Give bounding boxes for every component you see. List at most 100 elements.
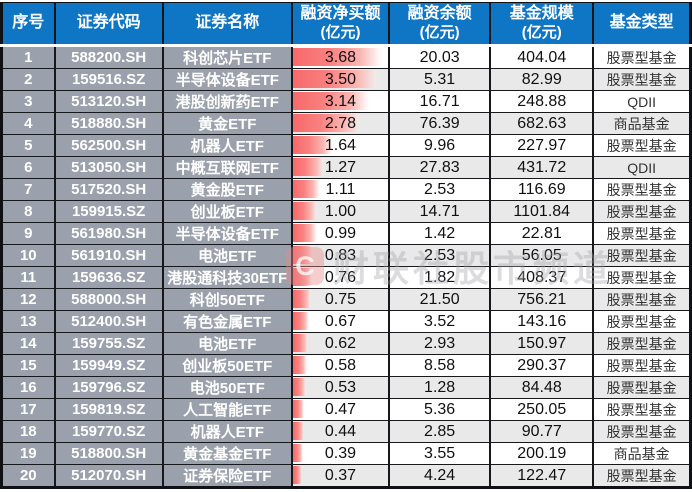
cell-name: 证券保险ETF — [162, 464, 293, 488]
cell-bal: 2.53 — [389, 178, 492, 201]
cell-code: 513120.SH — [54, 90, 164, 113]
cell-type: 股票型基金 — [593, 376, 691, 399]
cell-bal: 3.55 — [389, 442, 492, 465]
cell-net: 1.00 — [291, 200, 391, 223]
cell-code: 159819.SZ — [54, 398, 164, 421]
cell-name: 黄金股ETF — [162, 178, 293, 201]
cell-net: 1.27 — [291, 156, 391, 179]
cell-bal: 4.24 — [389, 464, 492, 488]
net-buy-databar — [292, 466, 303, 484]
cell-size: 143.16 — [490, 310, 595, 333]
net-buy-databar — [292, 114, 362, 132]
cell-idx: 5 — [1, 134, 56, 157]
cell-type: 股票型基金 — [593, 178, 691, 201]
cell-bal: 2.53 — [389, 244, 492, 267]
table-row: 14 159755.SZ 电池ETF 0.62 2.93 150.97 股票型基金 — [1, 332, 691, 355]
net-buy-databar — [292, 70, 379, 88]
cell-type: QDII — [593, 90, 691, 113]
cell-bal: 5.31 — [389, 68, 492, 91]
cell-name: 机器人ETF — [162, 134, 293, 157]
cell-size: 22.81 — [490, 222, 595, 245]
cell-type: 股票型基金 — [593, 45, 691, 69]
cell-net: 2.78 — [291, 112, 391, 135]
cell-net: 0.83 — [291, 244, 391, 267]
table-row: 19 518800.SH 黄金基金ETF 0.39 3.55 200.19 商品基金 — [1, 442, 691, 465]
cell-size: 290.37 — [490, 354, 595, 377]
cell-code: 159949.SZ — [54, 354, 164, 377]
cell-net: 3.68 — [291, 45, 391, 69]
cell-net: 0.58 — [291, 354, 391, 377]
cell-bal: 16.71 — [389, 90, 492, 113]
table-body: 1 588200.SH 科创芯片ETF 3.68 20.03 404.04 股票型基金 2 15… — [1, 45, 691, 488]
table-row: 13 512400.SH 有色金属ETF 0.67 3.52 143.16 股票型基金 — [1, 310, 691, 333]
cell-type: 股票型基金 — [593, 266, 691, 289]
net-buy-databar — [292, 48, 384, 66]
net-buy-databar — [292, 400, 305, 418]
cell-code: 561980.SH — [54, 222, 164, 245]
table-row: 4 518880.SH 黄金ETF 2.78 76.39 682.63 商品基金 — [1, 112, 691, 135]
table-row: 2 159516.SZ 半导体设备ETF 3.50 5.31 82.99 股票型基金 — [1, 68, 691, 91]
cell-type: QDII — [593, 156, 691, 179]
cell-size: 431.72 — [490, 156, 595, 179]
cell-type: 股票型基金 — [593, 310, 691, 333]
cell-idx: 15 — [1, 354, 56, 377]
cell-type: 股票型基金 — [593, 398, 691, 421]
cell-idx: 19 — [1, 442, 56, 465]
cell-code: 512070.SH — [54, 464, 164, 488]
cell-code: 588200.SH — [54, 45, 164, 69]
cell-net: 1.64 — [291, 134, 391, 157]
cell-bal: 14.71 — [389, 200, 492, 223]
cell-size: 248.88 — [490, 90, 595, 113]
cell-code: 588000.SH — [54, 288, 164, 311]
cell-size: 90.77 — [490, 420, 595, 443]
table-row: 5 562500.SH 机器人ETF 1.64 9.96 227.97 股票型基金 — [1, 134, 691, 157]
cell-type: 股票型基金 — [593, 354, 691, 377]
table-row: 15 159949.SZ 创业板50ETF 0.58 8.58 290.37 股票型基金 — [1, 354, 691, 377]
column-header-size: 基金规模 (亿元) — [490, 2, 595, 47]
cell-code: 517520.SH — [54, 178, 164, 201]
cell-idx: 12 — [1, 288, 56, 311]
column-header-type: 基金类型 — [593, 2, 691, 47]
cell-size: 122.47 — [490, 464, 595, 488]
cell-bal: 5.36 — [389, 398, 492, 421]
cell-code: 562500.SH — [54, 134, 164, 157]
table-row: 3 513120.SH 港股创新药ETF 3.14 16.71 248.88 QDII — [1, 90, 691, 113]
cell-net: 1.11 — [291, 178, 391, 201]
cell-bal: 2.85 — [389, 420, 492, 443]
table-row: 11 159636.SZ 港股通科技30ETF 0.76 1.82 408.37 股票型基金 — [1, 266, 691, 289]
cell-name: 创业板ETF — [162, 200, 293, 223]
cell-code: 512400.SH — [54, 310, 164, 333]
cell-bal: 21.50 — [389, 288, 492, 311]
cell-name: 有色金属ETF — [162, 310, 293, 333]
cell-bal: 27.83 — [389, 156, 492, 179]
net-buy-databar — [292, 158, 325, 176]
cell-name: 中概互联网ETF — [162, 156, 293, 179]
cell-idx: 9 — [1, 222, 56, 245]
cell-name: 机器人ETF — [162, 420, 293, 443]
cell-idx: 3 — [1, 90, 56, 113]
cell-bal: 3.52 — [389, 310, 492, 333]
cell-size: 150.97 — [490, 332, 595, 355]
cell-size: 56.05 — [490, 244, 595, 267]
cell-bal: 2.93 — [389, 332, 492, 355]
column-header-name: 证券名称 — [162, 2, 293, 47]
cell-code: 159755.SZ — [54, 332, 164, 355]
cell-bal: 1.82 — [389, 266, 492, 289]
cell-type: 股票型基金 — [593, 68, 691, 91]
cell-code: 518800.SH — [54, 442, 164, 465]
cell-code: 159636.SZ — [54, 266, 164, 289]
net-buy-databar — [292, 356, 308, 374]
cell-idx: 18 — [1, 420, 56, 443]
cell-size: 84.48 — [490, 376, 595, 399]
cell-code: 513050.SH — [54, 156, 164, 179]
net-buy-databar — [292, 312, 310, 330]
net-buy-databar — [292, 180, 321, 198]
cell-net: 0.75 — [291, 288, 391, 311]
cell-code: 159915.SZ — [54, 200, 164, 223]
cell-bal: 76.39 — [389, 112, 492, 135]
table-row: 16 159796.SZ 电池50ETF 0.53 1.28 84.48 股票型基金 — [1, 376, 691, 399]
cell-code: 518880.SH — [54, 112, 164, 135]
net-buy-databar — [292, 422, 304, 440]
cell-type: 商品基金 — [593, 112, 691, 135]
